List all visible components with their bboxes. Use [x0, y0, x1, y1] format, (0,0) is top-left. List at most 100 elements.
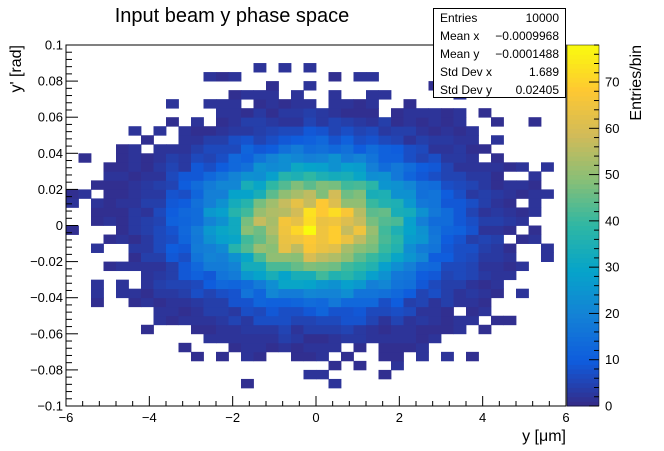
heatmap-cell [153, 198, 167, 208]
heatmap-cell [366, 189, 379, 199]
heatmap-cell [453, 270, 467, 281]
heatmap-cell [303, 162, 317, 172]
heatmap-cell [391, 198, 404, 208]
heatmap-cell [328, 126, 342, 136]
stat-value: −0.0001488 [495, 47, 559, 61]
heatmap-cell [266, 234, 279, 244]
heatmap-cell [228, 72, 242, 82]
heatmap-cell [241, 243, 254, 253]
heatmap-cell [278, 117, 292, 127]
heatmap-cell [203, 180, 217, 190]
heatmap-cell [378, 315, 392, 326]
heatmap-cell [166, 279, 179, 290]
heatmap-cell [278, 144, 292, 154]
color-scale-step [567, 225, 599, 231]
heatmap-cell [266, 342, 279, 353]
heatmap-cell [266, 315, 279, 326]
heatmap-cell [516, 207, 529, 217]
color-scale-step [567, 378, 599, 384]
heatmap-cell [491, 234, 504, 244]
heatmap-cell [378, 117, 392, 127]
heatmap-cell [303, 342, 317, 353]
heatmap-cell [203, 171, 217, 181]
heatmap-cell [303, 117, 317, 127]
heatmap-cell [303, 279, 317, 290]
heatmap-cell [416, 144, 429, 154]
heatmap-cell [291, 333, 304, 344]
heatmap-cell [203, 216, 217, 226]
heatmap-cell [316, 270, 329, 281]
heatmap-cell [303, 243, 317, 253]
heatmap-cell [378, 234, 392, 244]
heatmap-cell [141, 135, 154, 145]
heatmap-cell [353, 117, 367, 127]
color-scale-step [567, 401, 599, 407]
heatmap-cell [466, 171, 479, 181]
heatmap-cell [116, 261, 129, 272]
heatmap-cell [503, 162, 517, 172]
heatmap-cell [166, 180, 179, 190]
heatmap-cell [266, 144, 279, 154]
heatmap-cell [453, 162, 467, 172]
heatmap-cell [253, 225, 267, 235]
heatmap-cell [328, 216, 342, 226]
heatmap-cell [116, 144, 129, 154]
heatmap-cell [466, 126, 479, 136]
heatmap-cell [453, 324, 467, 335]
heatmap-cell [491, 252, 504, 262]
heatmap-cell [316, 126, 329, 136]
heatmap-cell [191, 180, 204, 190]
heatmap-cell [216, 72, 229, 82]
heatmap-cell [216, 153, 229, 163]
heatmap-cell [216, 306, 229, 317]
heatmap-cell [291, 324, 304, 335]
heatmap-cell [253, 99, 267, 109]
z-tick-label: 20 [605, 306, 619, 321]
heatmap-cell [403, 153, 417, 163]
heatmap-cell [491, 279, 504, 290]
color-scale-step [567, 387, 599, 393]
heatmap-cell [428, 171, 442, 181]
heatmap-cell [128, 144, 142, 154]
heatmap-cell [253, 243, 267, 253]
heatmap-cell [366, 198, 379, 208]
heatmap-cell [228, 234, 242, 244]
heatmap-cell [416, 297, 429, 308]
heatmap-cell [203, 315, 217, 326]
heatmap-cell [178, 270, 192, 281]
heatmap-cell [278, 270, 292, 281]
color-scale-step [567, 396, 599, 402]
y-tick-label: 0.04 [38, 146, 63, 161]
heatmap-cell [241, 252, 254, 262]
heatmap-cell [491, 180, 504, 190]
heatmap-cell [291, 225, 304, 235]
color-scale-step [567, 114, 599, 120]
heatmap-cell [428, 324, 442, 335]
heatmap-cell [291, 216, 304, 226]
heatmap-cell [266, 162, 279, 172]
heatmap-cell [391, 135, 404, 145]
heatmap-cell [453, 225, 467, 235]
heatmap-cell [353, 198, 367, 208]
heatmap-cell [403, 99, 417, 109]
heatmap-cell [378, 144, 392, 154]
heatmap-cell [266, 99, 279, 109]
heatmap-cell [328, 243, 342, 253]
heatmap-cell [491, 288, 504, 299]
heatmap-cell [391, 234, 404, 244]
heatmap-cell [153, 216, 167, 226]
heatmap-cell [366, 135, 379, 145]
heatmap-cell [316, 315, 329, 326]
color-scale-step [567, 193, 599, 199]
heatmap-cell [416, 207, 429, 217]
heatmap-cell [278, 108, 292, 118]
heatmap-cell [528, 207, 542, 217]
stat-label: Mean x [440, 29, 480, 43]
heatmap-cell [491, 117, 504, 127]
heatmap-cell [178, 297, 192, 308]
heatmap-cell [228, 288, 242, 299]
heatmap-cell [91, 279, 104, 290]
stat-row-entries: Entries 10000 [434, 9, 565, 27]
heatmap-cell [416, 135, 429, 145]
heatmap-cell [191, 351, 204, 362]
